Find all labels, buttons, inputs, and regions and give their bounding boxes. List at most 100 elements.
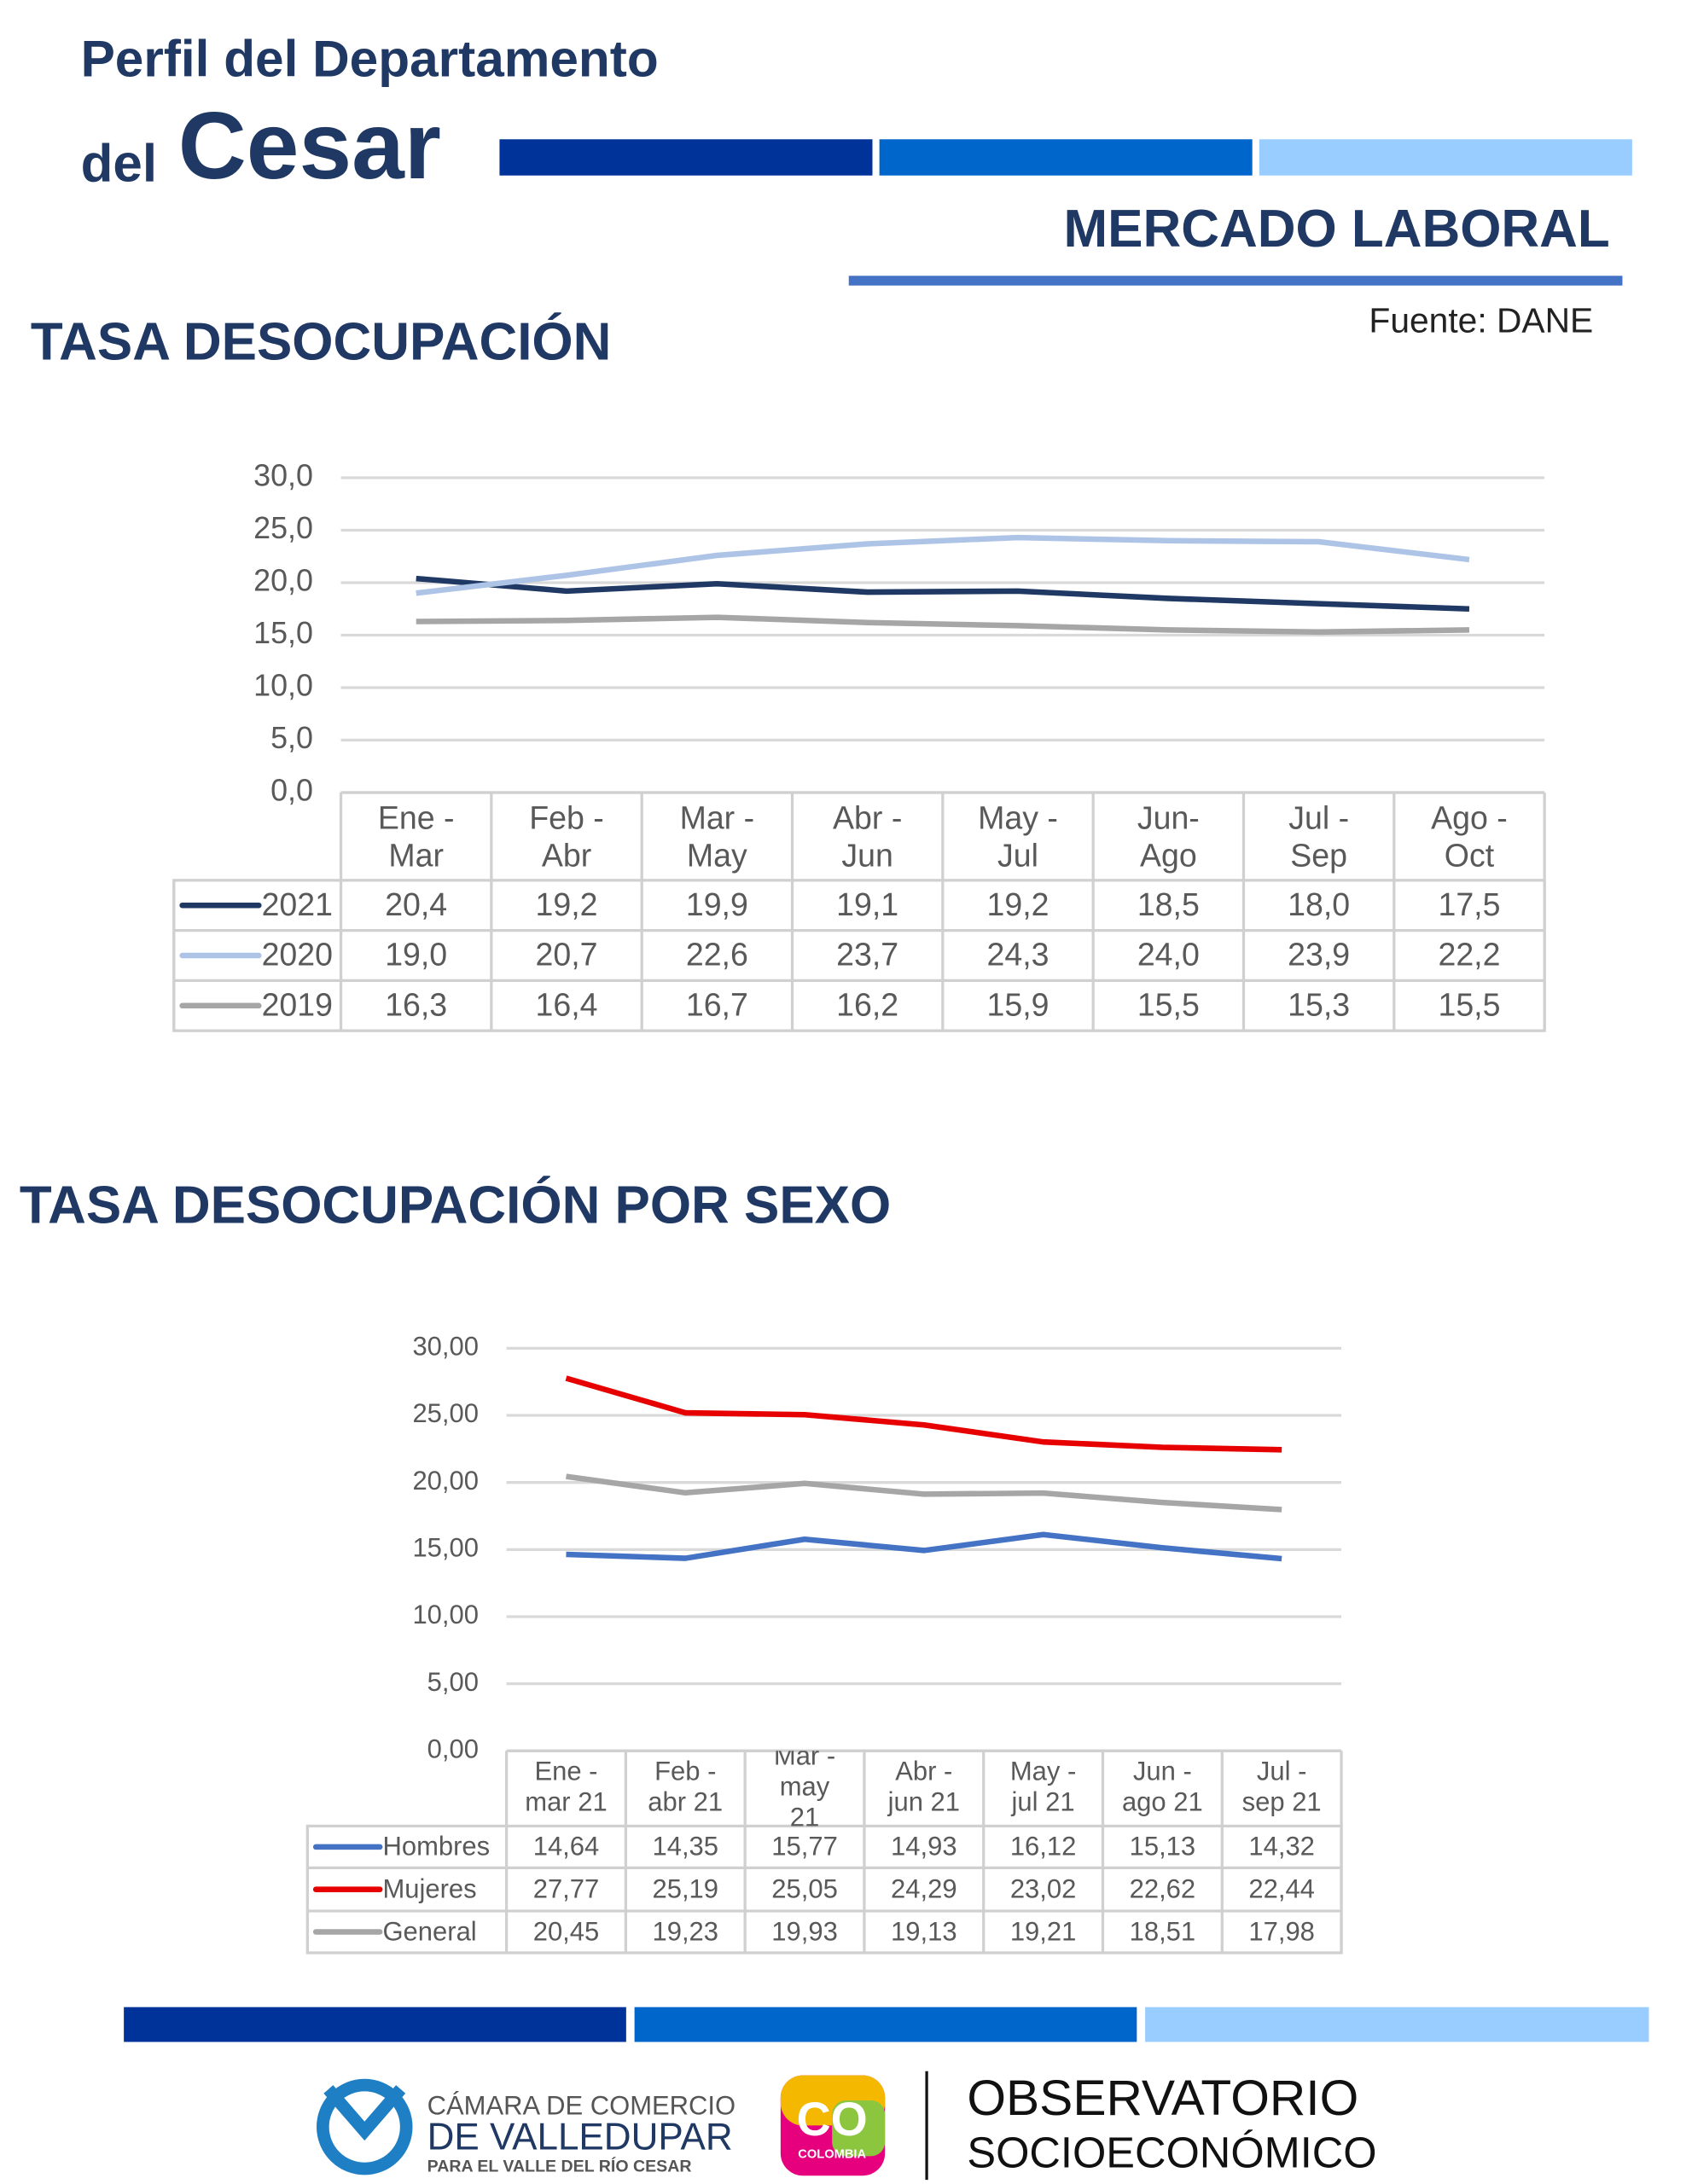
table-value: 24,3 [987, 937, 1050, 973]
y-tick-label: 10,0 [253, 668, 313, 702]
x-category-cell: Ene - Mar [378, 799, 455, 873]
table-value: 16,4 [536, 986, 598, 1022]
table-value: 19,21 [1010, 1916, 1077, 1946]
table-value: 16,2 [836, 986, 898, 1022]
y-tick-label: 25,00 [412, 1398, 479, 1428]
brand: CO [797, 2093, 868, 2146]
x-tick-label: Mar - May [679, 799, 755, 873]
x-category-cell: May - Jul [978, 799, 1058, 873]
legend-label: 2019 [262, 986, 333, 1022]
x-tick-label: Feb - abr 21 [648, 1757, 724, 1818]
table-value: 19,9 [686, 886, 748, 922]
x-tick-label: Feb - Abr [529, 799, 604, 873]
x-tick-label: Jul - Sep [1288, 799, 1350, 873]
y-tick-label: 5,0 [270, 721, 313, 755]
table-value: 19,2 [987, 886, 1050, 922]
table-value: 19,23 [652, 1916, 718, 1946]
x-tick-label: Jun - ago 21 [1121, 1757, 1203, 1818]
series-line [416, 614, 1470, 636]
x-category-cell: Abr - jun 21 [887, 1757, 961, 1818]
table-value: 15,3 [1288, 986, 1350, 1022]
header-bar [1259, 139, 1632, 176]
table-value: 14,32 [1248, 1832, 1315, 1862]
header-bar [499, 139, 873, 176]
x-category-cell: Mar - may 21 [773, 1751, 836, 1827]
header-del: del [81, 134, 158, 193]
y-tick-label: 0,00 [427, 1734, 479, 1763]
table-value: 16,7 [686, 986, 748, 1022]
legend-label: 2021 [262, 886, 333, 922]
y-tick-label: 20,0 [253, 563, 313, 597]
table-value: 15,77 [771, 1832, 838, 1862]
header-bar [879, 139, 1253, 176]
x-tick-label: Ago - Oct [1431, 799, 1508, 873]
series-line [416, 575, 1470, 613]
x-category-cell: Mar - May [679, 799, 755, 873]
x-category-cell: Jun - ago 21 [1121, 1757, 1203, 1818]
table-value: 19,0 [385, 937, 447, 973]
x-tick-label: Ene - mar 21 [525, 1757, 608, 1818]
header-cesar: Cesar [178, 93, 441, 199]
logo-v [323, 2085, 406, 2141]
x-category-cell: Abr - Jun [833, 799, 902, 873]
table-value: 15,13 [1130, 1832, 1196, 1862]
table-value: 16,3 [385, 986, 447, 1022]
table-value: 19,2 [536, 886, 598, 922]
section-underline [848, 276, 1623, 286]
x-category-cell: Feb - Abr [529, 799, 604, 873]
x-category-cell: Jul - Sep [1288, 799, 1350, 873]
table-value: 22,2 [1438, 937, 1500, 973]
y-tick-label: 25,0 [253, 511, 313, 545]
table-value: 14,35 [652, 1832, 718, 1862]
table-value: 23,9 [1288, 937, 1350, 973]
x-tick-label: Mar - may 21 [773, 1751, 836, 1827]
x-tick-label: Jul - sep 21 [1241, 1757, 1322, 1818]
legend-label: Hombres [382, 1832, 490, 1862]
table-value: 19,93 [771, 1916, 838, 1946]
table-value: 25,19 [652, 1874, 718, 1904]
y-tick-label: 0,0 [270, 773, 313, 807]
x-category-cell: May - jul 21 [1009, 1757, 1077, 1818]
table-value: 17,5 [1438, 886, 1500, 922]
table-value: 27,77 [533, 1874, 600, 1904]
y-tick-label: 30,0 [253, 458, 313, 492]
footer-bar [634, 2007, 1137, 2042]
y-tick-label: 30,00 [412, 1332, 479, 1362]
table-value: 15,9 [987, 986, 1050, 1022]
table-value: 15,5 [1137, 986, 1200, 1022]
y-tick-label: 10,00 [412, 1600, 479, 1629]
series-line [416, 534, 1470, 596]
header-line1: Perfil del Departamento [81, 29, 659, 87]
x-category-cell: Ene - mar 21 [525, 1757, 608, 1818]
table-value: 16,12 [1010, 1832, 1077, 1862]
legend-label: 2020 [262, 937, 333, 973]
chart-title: TASA DESOCUPACIÓN [31, 312, 611, 371]
brand-sub: COLOMBIA [798, 2148, 866, 2162]
brand-logo-part [832, 2100, 886, 2157]
x-tick-label: May - jul 21 [1009, 1757, 1077, 1818]
x-category-cell: Ago - Oct [1431, 799, 1508, 873]
table-value: 25,05 [771, 1874, 838, 1904]
org-name: CÁMARA DE COMERCIO [427, 2090, 736, 2120]
table-value: 22,6 [686, 937, 748, 973]
table-value: 18,0 [1288, 886, 1350, 922]
series-line [566, 1473, 1282, 1513]
table-value: 20,4 [385, 886, 447, 922]
table-value: 20,7 [536, 937, 598, 973]
x-tick-label: May - Jul [978, 799, 1058, 873]
legend-label: Mujeres [382, 1874, 476, 1904]
table-value: 17,98 [1248, 1916, 1315, 1946]
table-value: 19,1 [836, 886, 898, 922]
legend-label: General [382, 1916, 476, 1946]
x-tick-label: Abr - jun 21 [887, 1757, 961, 1818]
table-value: 23,7 [836, 937, 898, 973]
series-line [566, 1531, 1282, 1562]
table-value: 20,45 [533, 1916, 600, 1946]
table-value: 23,02 [1010, 1874, 1077, 1904]
y-tick-label: 5,00 [427, 1667, 479, 1697]
footer-bar [124, 2007, 626, 2042]
table-value: 14,93 [891, 1832, 957, 1862]
x-category-cell: Jul - sep 21 [1241, 1757, 1322, 1818]
